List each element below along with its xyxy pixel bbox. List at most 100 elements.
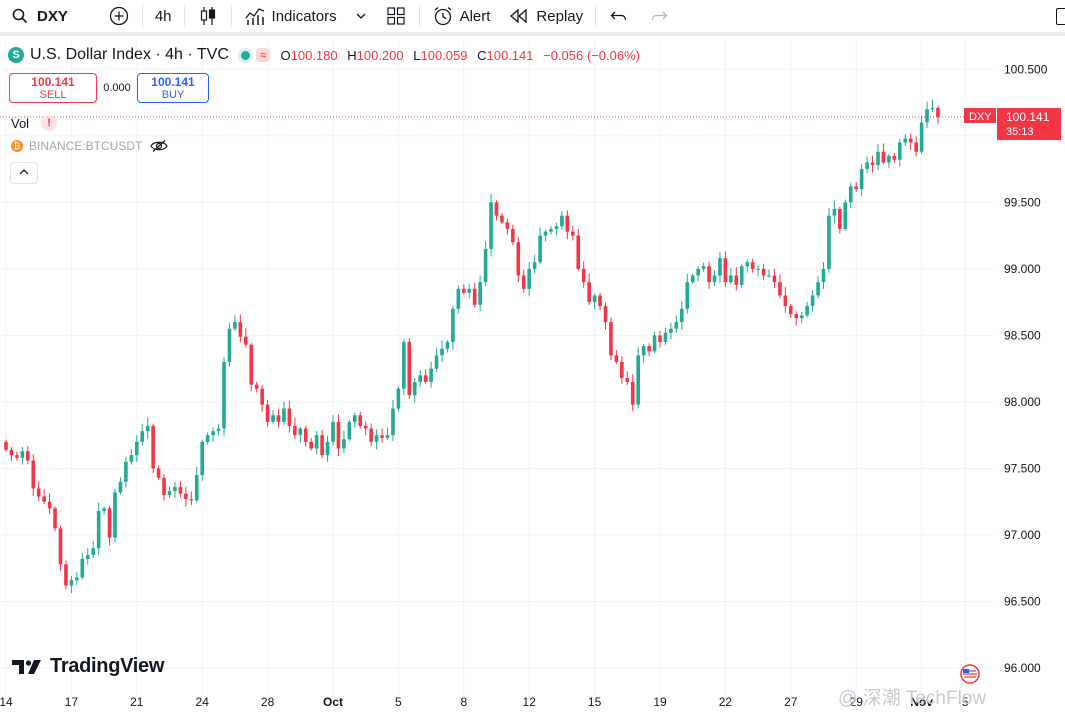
window-edge-icon[interactable] [1056,8,1065,25]
open-value: 100.180 [290,47,338,63]
replay-button[interactable]: Replay [499,0,592,32]
last-price-label: DXY 100.141 35:13 [964,108,1061,141]
candle-body [309,441,313,449]
symbol-legend[interactable]: S U.S. Dollar Index · 4h · TVC ≈ O100.18… [8,46,646,64]
candle-body [145,425,150,432]
candle-body [374,435,379,442]
candle-body [298,428,303,436]
candle-body [325,441,330,456]
y-tick-label: 96.000 [1004,661,1041,675]
y-tick-label: 96.500 [1004,595,1041,609]
candle-body [26,451,30,461]
candle-body [489,202,493,249]
toolbar-divider [230,5,232,27]
candle-body [521,275,526,289]
candle-body [609,322,613,356]
compare-symbol: BINANCE:BTCUSDT [29,139,143,153]
market-open-dot-icon [237,47,253,63]
candle-body [854,186,858,190]
candle-body [211,431,215,436]
collapse-legend-button[interactable] [10,162,38,184]
candle-body [407,342,412,396]
warning-icon[interactable]: ! [41,115,58,131]
us-flag-icon [960,664,980,684]
candle-body [658,335,662,343]
candle-body [222,362,226,429]
compare-indicator[interactable]: ₿ BINANCE:BTCUSDT [11,139,169,153]
x-tick-label: 5 [962,695,969,709]
chevron-up-icon [18,167,30,179]
market-status[interactable]: ≈ [237,47,271,63]
x-tick-label: 22 [719,695,733,709]
candle-body [271,415,275,422]
candle-body [598,295,602,307]
candle-body [369,428,373,442]
candle-body [690,275,695,283]
candle-body [734,275,739,285]
candle-body [810,295,815,307]
candle-body [838,208,842,229]
candle-body [549,228,553,232]
candle-body [293,425,297,436]
candle-body [184,493,188,500]
candle-body [494,202,499,216]
candle-body [205,435,210,442]
tradingview-logo[interactable]: TradingView [12,655,164,678]
sell-button[interactable]: 100.141 SELL [9,73,97,103]
layout-icon [385,5,407,27]
buy-button[interactable]: 100.141 BUY [137,73,209,103]
x-tick-label: 12 [523,695,537,709]
indicators-button[interactable]: Indicators [235,0,346,32]
volume-indicator[interactable]: Vol ! [11,115,58,131]
candle-body [75,577,79,581]
price-chart[interactable]: 100.500100.00099.50099.00098.50098.00097… [0,40,1065,720]
candle-body [347,421,352,440]
candle-body [156,468,161,478]
candle-body [402,342,406,389]
candle-body [303,428,308,442]
candle-body [102,508,106,512]
candle-body [827,215,831,269]
candle-body [511,228,515,243]
candle-body [908,138,913,143]
layout-button[interactable] [376,0,416,32]
candle-body [821,268,826,283]
y-tick-label: 100.500 [1004,62,1048,76]
indicators-icon [244,5,266,27]
chart-type-button[interactable] [188,0,228,32]
buy-price: 100.141 [151,75,195,89]
candle-body [47,501,52,509]
eye-off-icon[interactable] [150,139,169,153]
candle-body [162,477,166,496]
candle-body [260,388,264,405]
candle-body [636,355,640,405]
candle-body [363,425,368,429]
candle-body [794,314,799,319]
candle-body [64,564,68,586]
candle-body [799,315,804,319]
candle-body [249,344,254,385]
tradingview-logo-text: TradingView [50,655,165,677]
templates-dropdown[interactable] [346,0,376,32]
x-tick-label: 28 [261,695,275,709]
candle-body [451,308,455,343]
alert-label: Alert [459,7,491,25]
candle-body [674,322,679,329]
candle-body [685,282,690,309]
interval-button[interactable]: 4h [154,7,172,25]
candle-body [805,306,809,316]
candle-body [472,288,477,305]
candle-body [701,266,706,269]
candle-body [620,362,624,378]
candle-body [892,155,897,160]
undo-button[interactable] [599,0,639,32]
compare-button[interactable] [99,0,139,32]
symbol-search[interactable]: DXY [0,0,77,32]
last-price-box [997,108,1061,141]
alert-button[interactable]: Alert [423,0,500,32]
redo-button[interactable] [639,0,679,32]
candle-body [848,186,853,203]
y-tick-label: 99.500 [1004,195,1041,209]
candle-body [630,381,635,405]
candle-body [505,222,510,229]
